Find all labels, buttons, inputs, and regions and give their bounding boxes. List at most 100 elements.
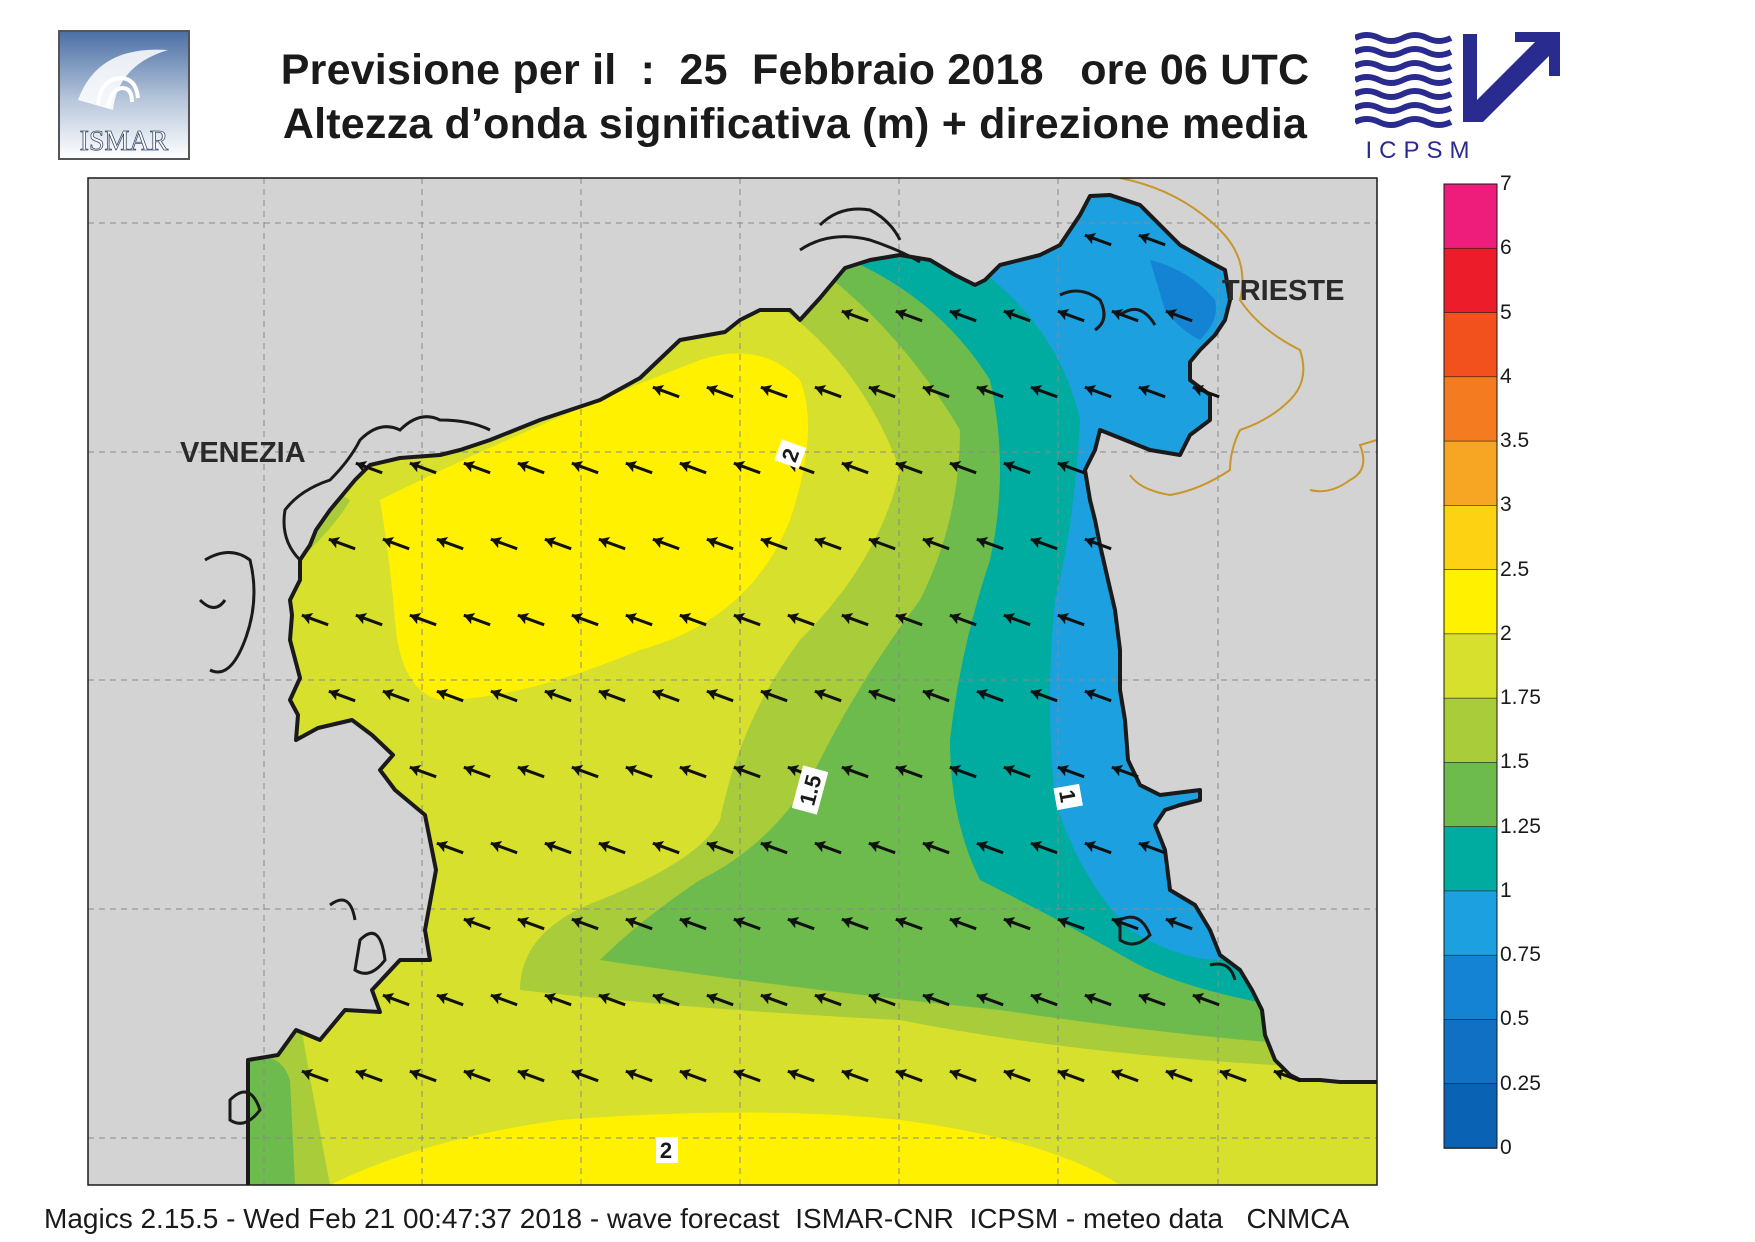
title-forecast-date: Previsione per il : 25 Febbraio 2018 ore… (280, 46, 1310, 94)
wave-arrow (544, 992, 572, 1007)
wave-arrow (949, 1068, 977, 1083)
wave-arrow (1084, 992, 1112, 1007)
wave-arrow (1003, 612, 1031, 627)
wave-arrow (436, 536, 464, 551)
wave-arrow (841, 1068, 869, 1083)
wave-arrow (814, 688, 842, 703)
wave-arrow (706, 384, 734, 399)
place-label-venezia: VENEZIA (180, 437, 306, 469)
wave-arrow (463, 460, 491, 475)
wave-arrow (409, 1068, 437, 1083)
wave-arrow (1030, 536, 1058, 551)
wave-arrow (1219, 1068, 1247, 1083)
wave-arrow (733, 612, 761, 627)
wave-arrow (436, 688, 464, 703)
wave-arrow (409, 460, 437, 475)
wave-arrow (598, 688, 626, 703)
wave-arrow (949, 764, 977, 779)
wave-arrow (409, 612, 437, 627)
wave-arrow (787, 1068, 815, 1083)
wave-arrow (571, 1068, 599, 1083)
wave-arrow (1003, 916, 1031, 931)
wave-arrow (517, 460, 545, 475)
wave-arrow (1030, 688, 1058, 703)
wave-arrow (733, 764, 761, 779)
wave-arrow (814, 840, 842, 855)
wave-arrow (868, 536, 896, 551)
wave-arrow (382, 536, 410, 551)
wave-arrow (490, 536, 518, 551)
wave-arrow (787, 612, 815, 627)
wave-arrow (868, 992, 896, 1007)
wave-arrow (922, 992, 950, 1007)
wave-arrow (922, 536, 950, 551)
wave-arrow (571, 460, 599, 475)
wave-arrow (706, 688, 734, 703)
wave-arrow (733, 1068, 761, 1083)
wave-arrow (1057, 612, 1085, 627)
wave-arrow (868, 688, 896, 703)
lagoon-outlines (198, 207, 1237, 1125)
wave-arrow (895, 308, 923, 323)
wave-arrow (652, 536, 680, 551)
wave-arrow (1165, 308, 1193, 323)
wave-arrow (1003, 1068, 1031, 1083)
wave-arrow (463, 916, 491, 931)
wave-arrow (841, 308, 869, 323)
wave-arrow (571, 764, 599, 779)
wave-arrow (1003, 764, 1031, 779)
wave-arrow (1111, 1068, 1139, 1083)
wave-arrow (1192, 992, 1220, 1007)
wave-arrow (976, 688, 1004, 703)
colorbar-tick-label: 0.75 (1500, 943, 1541, 967)
wave-arrow (895, 612, 923, 627)
contour-label: 2 (660, 1138, 672, 1163)
wave-arrow (679, 916, 707, 931)
contour-label: 1 (1054, 788, 1081, 804)
wave-arrow (355, 1068, 383, 1083)
wave-arrow (544, 536, 572, 551)
wave-arrow (301, 1068, 329, 1083)
wave-arrow (1057, 1068, 1085, 1083)
wave-arrow (733, 460, 761, 475)
wave-arrow (760, 992, 788, 1007)
wave-arrow (571, 916, 599, 931)
wave-arrow (1003, 460, 1031, 475)
wave-arrow (355, 612, 383, 627)
wave-arrow (706, 992, 734, 1007)
colorbar-tick-label: 1.25 (1500, 814, 1541, 838)
wave-arrow (733, 916, 761, 931)
wave-arrow (1084, 840, 1112, 855)
wave-arrow (895, 916, 923, 931)
wave-arrow (949, 460, 977, 475)
colorbar-tick-label: 2.5 (1500, 557, 1530, 581)
wave-arrow (1273, 1068, 1301, 1083)
wave-arrow (652, 688, 680, 703)
wave-arrow (760, 536, 788, 551)
wave-arrow (1165, 1068, 1193, 1083)
wave-arrow (625, 916, 653, 931)
wave-arrow (301, 612, 329, 627)
border-line (1119, 178, 1305, 497)
wave-arrow (1084, 384, 1112, 399)
wave-arrow (922, 688, 950, 703)
wave-arrow (382, 688, 410, 703)
colorbar-tick-label: 0.25 (1500, 1071, 1541, 1095)
wave-arrow (1138, 232, 1166, 247)
wave-arrow (1138, 840, 1166, 855)
wave-arrow (1057, 764, 1085, 779)
wave-arrow (544, 840, 572, 855)
wave-arrow (814, 536, 842, 551)
wave-arrow (787, 916, 815, 931)
wave-arrow (1165, 916, 1193, 931)
wave-arrow (679, 612, 707, 627)
icpsm-logo-text: ICPSM (1365, 137, 1476, 164)
wave-arrow (355, 460, 383, 475)
wave-arrow (328, 536, 356, 551)
colorbar-tick-label: 3.5 (1500, 429, 1530, 453)
wave-arrow (1057, 916, 1085, 931)
wave-arrow (706, 840, 734, 855)
wave-arrow (949, 916, 977, 931)
wave-arrow (841, 764, 869, 779)
icpsm-logo-icon: ICPSM (1355, 32, 1560, 164)
